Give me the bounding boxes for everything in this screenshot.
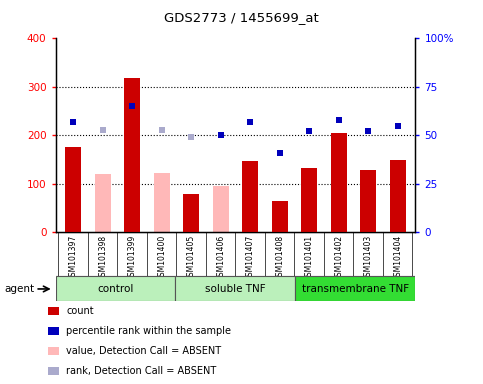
Point [246, 119, 254, 125]
Text: GSM101408: GSM101408 [275, 235, 284, 281]
Bar [301, 168, 317, 232]
Bar [330, 133, 347, 232]
Text: soluble TNF: soluble TNF [205, 284, 266, 294]
Bar [175, 276, 296, 301]
Point [128, 103, 136, 109]
Point [305, 128, 313, 134]
Text: percentile rank within the sample: percentile rank within the sample [66, 326, 231, 336]
Point [335, 117, 342, 123]
Text: count: count [66, 306, 94, 316]
Point [70, 119, 77, 125]
Bar [271, 201, 288, 232]
Bar [95, 174, 111, 232]
Text: GSM101398: GSM101398 [98, 235, 107, 281]
Bar [296, 276, 415, 301]
Bar [390, 160, 406, 232]
Text: control: control [98, 284, 134, 294]
Text: GSM101402: GSM101402 [334, 235, 343, 281]
Point [158, 126, 166, 132]
Bar [242, 161, 258, 232]
Text: GSM101399: GSM101399 [128, 235, 137, 281]
Text: GSM101404: GSM101404 [393, 235, 402, 281]
Bar [360, 170, 376, 232]
Bar [183, 194, 199, 232]
Text: rank, Detection Call = ABSENT: rank, Detection Call = ABSENT [66, 366, 216, 376]
Bar [213, 186, 229, 232]
Point [99, 126, 107, 132]
Text: GSM101405: GSM101405 [187, 235, 196, 281]
Text: GSM101397: GSM101397 [69, 235, 78, 281]
Point [394, 122, 401, 129]
Bar [154, 173, 170, 232]
Point [276, 150, 284, 156]
Text: value, Detection Call = ABSENT: value, Detection Call = ABSENT [66, 346, 221, 356]
Text: GSM101403: GSM101403 [364, 235, 373, 281]
Text: GSM101407: GSM101407 [246, 235, 255, 281]
Point [364, 128, 372, 134]
Point [217, 132, 225, 139]
Bar [56, 276, 175, 301]
Text: transmembrane TNF: transmembrane TNF [302, 284, 409, 294]
Text: GSM101400: GSM101400 [157, 235, 166, 281]
Text: GDS2773 / 1455699_at: GDS2773 / 1455699_at [164, 12, 319, 25]
Text: GSM101406: GSM101406 [216, 235, 225, 281]
Text: agent: agent [5, 284, 35, 294]
Text: GSM101401: GSM101401 [305, 235, 313, 281]
Point [187, 134, 195, 141]
Bar [124, 78, 141, 232]
Bar [65, 147, 81, 232]
